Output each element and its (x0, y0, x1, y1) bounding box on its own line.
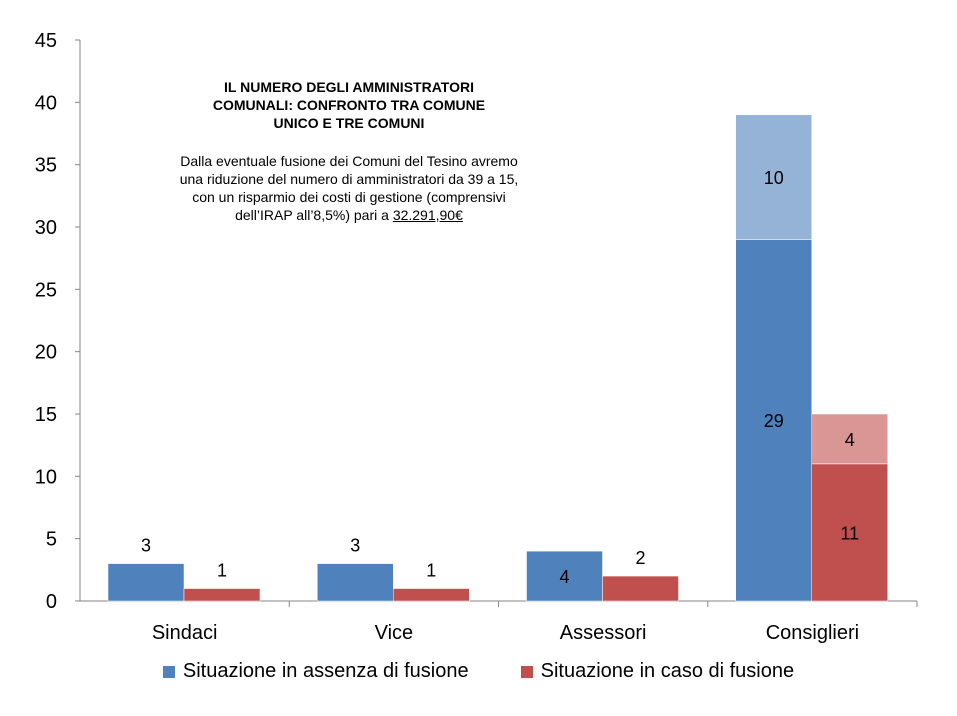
bar (735, 114, 812, 240)
x-tick-label: Consiglieri (766, 622, 859, 644)
y-tick-label: 0 (46, 591, 57, 613)
annotation-title: IL NUMERO DEGLI AMMINISTRATORI COMUNALI:… (212, 79, 486, 131)
bar (317, 563, 394, 602)
y-tick-label: 40 (35, 92, 57, 114)
bars (107, 114, 888, 602)
x-tick-label: Vice (375, 622, 414, 644)
y-tick-label: 25 (35, 279, 57, 301)
data-label: 10 (764, 168, 784, 188)
data-label: 3 (350, 536, 360, 556)
y-tick-label: 20 (35, 342, 57, 364)
annotation-amount: 32.291,90€ (392, 207, 463, 223)
x-tick-label: Assessori (560, 622, 647, 644)
data-label: 2 (635, 548, 645, 568)
annotation-text: Dalla eventuale fusione dei Comuni del T… (179, 153, 519, 223)
data-label: 4 (845, 430, 855, 450)
bar (735, 239, 812, 602)
axes: 0 5 10 15 20 25 30 35 40 45 Sindaci Vice Assessori Co… (35, 30, 918, 644)
legend-label-fusion: Situazione in caso di fusione (540, 660, 795, 682)
legend-swatch-red (520, 665, 533, 678)
bar (393, 588, 470, 602)
annotation-body: Dalla eventuale fusione dei Comuni del T… (168, 152, 530, 224)
bar (602, 575, 679, 602)
bar (526, 550, 603, 602)
chart-annotation: IL NUMERO DEGLI AMMINISTRATORI COMUNALI:… (168, 78, 530, 224)
y-tick-label: 15 (35, 404, 57, 426)
data-label: 29 (764, 411, 784, 431)
y-tick-label: 35 (35, 155, 57, 177)
legend-label-no-fusion: Situazione in assenza di fusione (182, 660, 469, 682)
legend-item-no-fusion: Situazione in assenza di fusione (162, 660, 469, 683)
data-label: 1 (217, 561, 227, 581)
x-tick-label: Sindaci (152, 622, 218, 644)
data-label: 4 (559, 567, 569, 587)
y-tick-label: 5 (46, 529, 57, 551)
legend: Situazione in assenza di fusione Situazi… (0, 660, 957, 683)
bar (811, 413, 888, 465)
data-label: 11 (840, 523, 859, 543)
legend-swatch-blue (162, 665, 175, 678)
bar (183, 588, 261, 602)
bar (107, 563, 185, 602)
y-tick-label: 45 (35, 30, 57, 52)
y-tick-label: 10 (35, 466, 57, 488)
data-label: 1 (426, 561, 436, 581)
y-tick-label: 30 (35, 217, 57, 239)
bar (811, 463, 888, 602)
data-label: 3 (141, 536, 151, 556)
legend-item-fusion: Situazione in caso di fusione (520, 660, 795, 683)
